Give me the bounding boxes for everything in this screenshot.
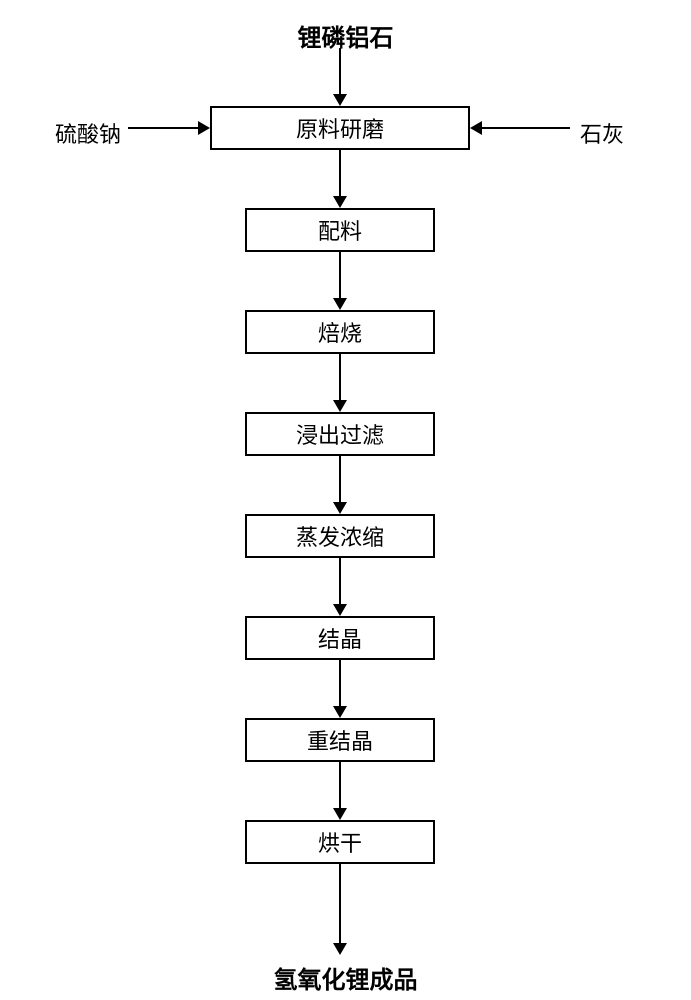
process-box-label: 浸出过滤 — [296, 418, 384, 450]
process-box-label: 原料研磨 — [296, 112, 384, 144]
side-input-left: 硫酸钠 — [55, 117, 121, 149]
process-box-label: 配料 — [318, 214, 362, 246]
arrow-vertical — [339, 252, 341, 298]
diagram-title-top: 锂磷铝石 — [0, 18, 691, 53]
process-box-label: 烘干 — [318, 826, 362, 858]
process-box-step3: 焙烧 — [245, 310, 435, 354]
flowchart-container: 锂磷铝石 硫酸钠 石灰 原料研磨 配料 焙烧 浸出过滤 蒸发浓缩 结晶 重结晶 … — [0, 0, 691, 1000]
arrow-vertical — [339, 762, 341, 808]
process-box-step1: 原料研磨 — [210, 106, 470, 150]
arrowhead-down-icon — [333, 706, 347, 718]
arrowhead-down-icon — [333, 943, 347, 955]
arrowhead-down-icon — [333, 400, 347, 412]
arrowhead-down-icon — [333, 502, 347, 514]
arrowhead-right-icon — [198, 121, 210, 135]
process-box-step2: 配料 — [245, 208, 435, 252]
arrowhead-down-icon — [333, 298, 347, 310]
arrowhead-down-icon — [333, 94, 347, 106]
process-box-label: 焙烧 — [318, 316, 362, 348]
process-box-step7: 重结晶 — [245, 718, 435, 762]
arrow-vertical — [339, 456, 341, 502]
arrowhead-down-icon — [333, 196, 347, 208]
process-box-label: 结晶 — [318, 622, 362, 654]
process-box-step8: 烘干 — [245, 820, 435, 864]
arrowhead-left-icon — [470, 121, 482, 135]
arrow-horizontal — [482, 127, 570, 129]
arrow-vertical — [339, 864, 341, 943]
process-box-label: 蒸发浓缩 — [296, 520, 384, 552]
process-box-label: 重结晶 — [307, 724, 373, 756]
process-box-step5: 蒸发浓缩 — [245, 514, 435, 558]
side-input-right: 石灰 — [580, 117, 624, 149]
arrow-vertical — [339, 48, 341, 94]
process-box-step4: 浸出过滤 — [245, 412, 435, 456]
arrowhead-down-icon — [333, 604, 347, 616]
diagram-title-bottom: 氢氧化锂成品 — [0, 960, 691, 995]
arrowhead-down-icon — [333, 808, 347, 820]
process-box-step6: 结晶 — [245, 616, 435, 660]
arrow-vertical — [339, 354, 341, 400]
arrow-vertical — [339, 660, 341, 706]
arrow-horizontal — [128, 127, 198, 129]
arrow-vertical — [339, 558, 341, 604]
arrow-vertical — [339, 150, 341, 196]
